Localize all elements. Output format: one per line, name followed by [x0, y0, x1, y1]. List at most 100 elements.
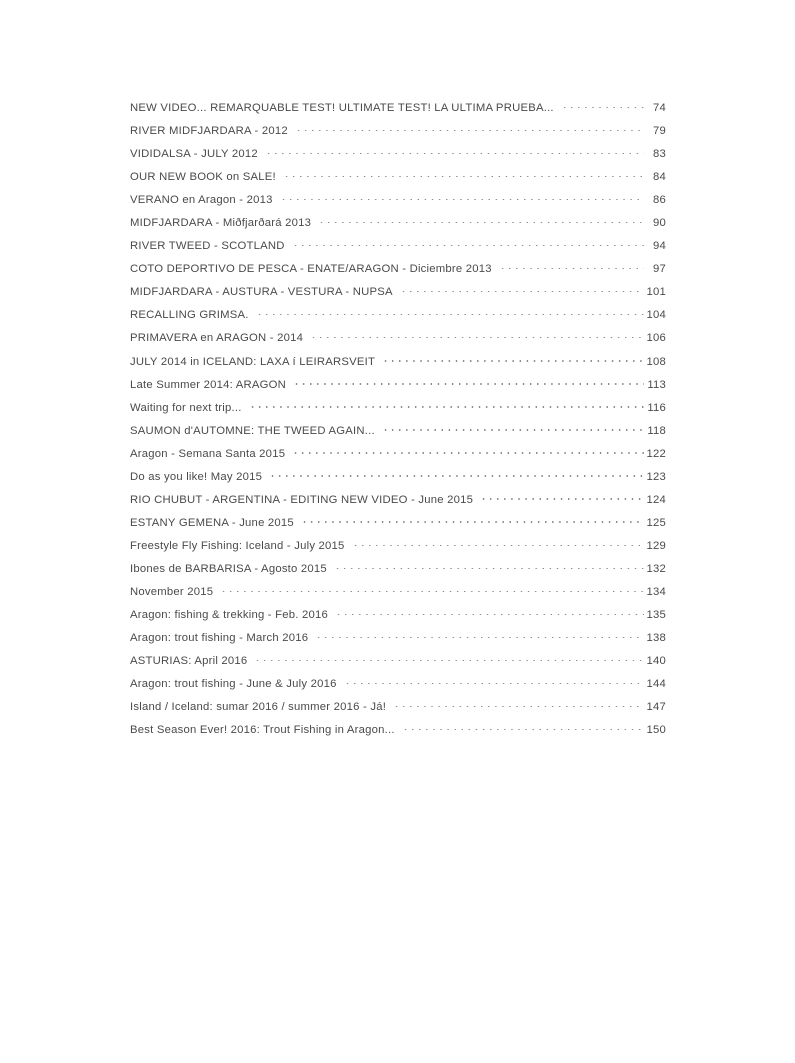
toc-entry-title: PRIMAVERA en ARAGON - 2014 [130, 332, 304, 345]
toc-entry[interactable]: Freestyle Fly Fishing: Iceland - July 20… [130, 535, 666, 558]
toc-dot-leader [291, 237, 644, 249]
toc-dot-leader [248, 399, 644, 411]
toc-entry-title: ESTANY GEMENA - June 2015 [130, 516, 294, 529]
toc-entry-title: Freestyle Fly Fishing: Iceland - July 20… [130, 539, 345, 552]
toc-page-number: 129 [646, 539, 666, 552]
toc-page-number: 122 [646, 447, 666, 460]
toc-entry-title: Aragon: fishing & trekking - Feb. 2016 [130, 609, 329, 622]
toc-page-number: 125 [646, 516, 666, 529]
toc-entry-title: OUR NEW BOOK on SALE! [130, 171, 276, 184]
toc-page-number: 124 [646, 493, 666, 506]
toc-entry-title: Best Season Ever! 2016: Trout Fishing in… [130, 724, 395, 737]
toc-entry[interactable]: OUR NEW BOOK on SALE! 84 [130, 166, 666, 189]
toc-dot-leader [315, 629, 644, 641]
toc-entry[interactable]: RECALLING GRIMSA. 104 [130, 304, 666, 327]
toc-page-number: 150 [646, 724, 666, 737]
toc-dot-leader [333, 560, 644, 572]
toc-entry[interactable]: RIO CHUBUT - ARGENTINA - EDITING NEW VID… [130, 489, 666, 512]
toc-entry-title: ASTURIAS: April 2016 [130, 655, 248, 668]
toc-dot-leader [282, 168, 644, 180]
toc-dot-leader [498, 260, 644, 272]
toc-entry[interactable]: MIDFJARDARA - AUSTURA - VESTURA - NUPSA 1… [130, 281, 666, 304]
toc-entry[interactable]: Aragon: fishing & trekking - Feb. 2016 13… [130, 604, 666, 627]
toc-dot-leader [393, 698, 644, 710]
toc-entry[interactable]: Do as you like! May 2015 123 [130, 466, 666, 489]
toc-entry-title: Aragon - Semana Santa 2015 [130, 447, 286, 460]
toc-dot-leader [399, 283, 644, 295]
toc-page-number: 90 [652, 217, 666, 230]
toc-entry[interactable]: Aragon - Semana Santa 2015 122 [130, 443, 666, 466]
toc-page-number: 113 [647, 378, 666, 391]
toc-entry[interactable]: Aragon: trout fishing - March 2016 138 [130, 627, 666, 650]
toc-entry[interactable]: VIDIDALSA - JULY 2012 83 [130, 143, 666, 166]
toc-entry-title: Aragon: trout fishing - March 2016 [130, 632, 309, 645]
toc-entry[interactable]: Late Summer 2014: ARAGON 113 [130, 374, 666, 397]
toc-entry-title: Late Summer 2014: ARAGON [130, 378, 286, 391]
toc-page-number: 118 [647, 424, 666, 437]
toc-entry[interactable]: RIVER MIDFJARDARA - 2012 79 [130, 120, 666, 143]
toc-dot-leader [381, 422, 644, 434]
toc-entry[interactable]: ASTURIAS: April 2016 140 [130, 650, 666, 673]
toc-dot-leader [300, 514, 644, 526]
toc-entry-title: COTO DEPORTIVO DE PESCA - ENATE/ARAGON -… [130, 263, 492, 276]
toc-dot-leader [343, 675, 644, 687]
toc-entry[interactable]: MIDFJARDARA - Miðfjarðará 2013 90 [130, 212, 666, 235]
toc-entry[interactable]: Best Season Ever! 2016: Trout Fishing in… [130, 719, 666, 742]
toc-entry-title: MIDFJARDARA - Miðfjarðará 2013 [130, 217, 312, 230]
toc-page-number: 94 [652, 240, 666, 253]
toc-entry-title: VERANO en Aragon - 2013 [130, 194, 273, 207]
toc-entry-title: Waiting for next trip... [130, 401, 242, 414]
toc-dot-leader [279, 191, 644, 203]
toc-entry[interactable]: VERANO en Aragon - 2013 86 [130, 189, 666, 212]
toc-entry-title: NEW VIDEO... REMARQUABLE TEST! ULTIMATE … [130, 102, 554, 114]
toc-page-number: 116 [647, 401, 666, 414]
toc-page-number: 104 [646, 309, 666, 322]
toc-page-number: 140 [646, 655, 666, 668]
toc-dot-leader [254, 652, 644, 664]
toc-entry[interactable]: Island / Iceland: sumar 2016 / summer 20… [130, 696, 666, 719]
toc-entry-title: RIO CHUBUT - ARGENTINA - EDITING NEW VID… [130, 493, 474, 506]
toc-page-number: 132 [646, 562, 666, 575]
toc-page-number: 134 [646, 585, 666, 598]
toc-dot-leader [480, 491, 644, 503]
toc-page-number: 135 [646, 609, 666, 622]
toc-entry[interactable]: RIVER TWEED - SCOTLAND 94 [130, 235, 666, 258]
toc-entry[interactable]: November 2015 134 [130, 581, 666, 604]
toc-page-number: 83 [652, 148, 666, 161]
toc-page-number: 106 [646, 332, 666, 345]
toc-page-number: 144 [646, 678, 666, 691]
toc-page-number: 86 [652, 194, 666, 207]
toc-entry[interactable]: PRIMAVERA en ARAGON - 2014 106 [130, 327, 666, 350]
toc-entry-title: MIDFJARDARA - AUSTURA - VESTURA - NUPSA [130, 286, 393, 299]
toc-entry[interactable]: Aragon: trout fishing - June & July 2016… [130, 673, 666, 696]
toc-page-number: 101 [646, 286, 666, 299]
toc-entry[interactable]: Waiting for next trip... 116 [130, 397, 666, 420]
toc-entry[interactable]: NEW VIDEO... REMARQUABLE TEST! ULTIMATE … [130, 97, 666, 120]
toc-entry-title: Aragon: trout fishing - June & July 2016 [130, 678, 337, 691]
toc-entry-title: Ibones de BARBARISA - Agosto 2015 [130, 562, 327, 575]
toc-dot-leader [264, 145, 644, 157]
toc-entry-title: SAUMON d'AUTOMNE: THE TWEED AGAIN... [130, 424, 375, 437]
toc-page-number: 138 [646, 632, 666, 645]
toc-entry[interactable]: JULY 2014 in ICELAND: LAXA í LEIRARSVEIT… [130, 351, 666, 374]
toc-dot-leader [351, 537, 644, 549]
toc-entry[interactable]: SAUMON d'AUTOMNE: THE TWEED AGAIN... 118 [130, 420, 666, 443]
toc-dot-leader [255, 306, 644, 318]
toc-page-number: 123 [646, 470, 666, 483]
toc-dot-leader [220, 583, 644, 595]
toc-dot-leader [318, 214, 644, 226]
toc-entry[interactable]: Ibones de BARBARISA - Agosto 2015 132 [130, 558, 666, 581]
toc-page-number: 79 [652, 125, 666, 138]
toc-dot-leader [560, 99, 644, 111]
toc-entry-title: RIVER MIDFJARDARA - 2012 [130, 125, 288, 138]
toc-entry[interactable]: COTO DEPORTIVO DE PESCA - ENATE/ARAGON -… [130, 258, 666, 281]
toc-dot-leader [310, 329, 644, 341]
table-of-contents: NEW VIDEO... REMARQUABLE TEST! ULTIMATE … [130, 97, 666, 742]
toc-dot-leader [382, 353, 644, 365]
toc-page-number: 147 [646, 701, 666, 714]
toc-entry-title: November 2015 [130, 585, 214, 598]
toc-entry[interactable]: ESTANY GEMENA - June 2015 125 [130, 512, 666, 535]
toc-dot-leader [269, 468, 644, 480]
toc-entry-title: RECALLING GRIMSA. [130, 309, 249, 322]
